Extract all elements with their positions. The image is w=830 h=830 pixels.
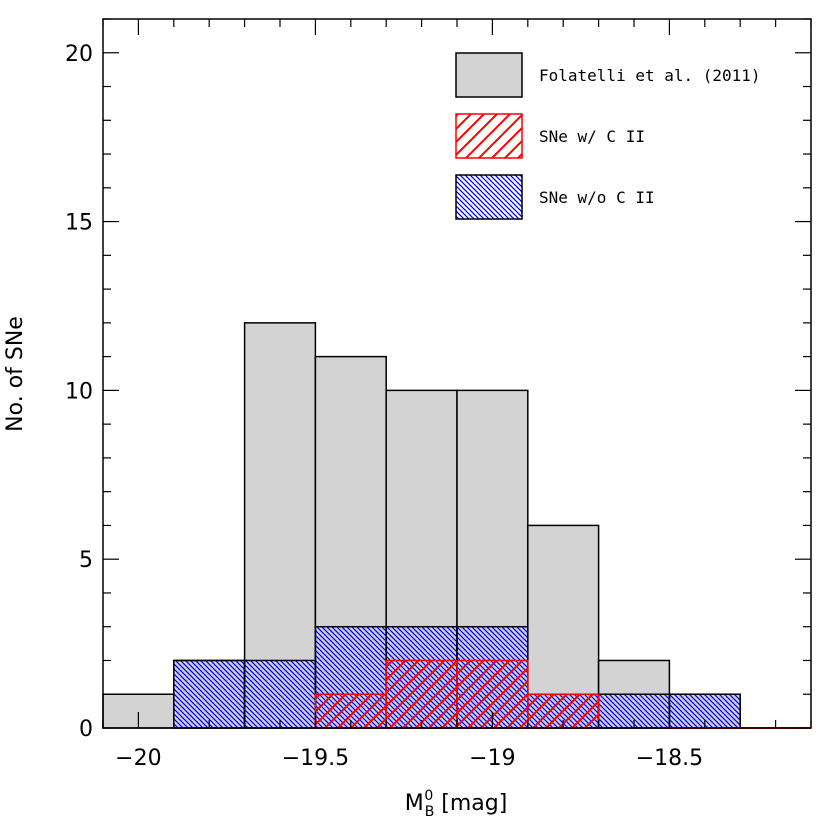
y-tick-label: 5 bbox=[79, 548, 93, 573]
legend-label: SNe w/o C II bbox=[539, 188, 655, 207]
legend-label: Folatelli et al. (2011) bbox=[539, 66, 761, 85]
legend-swatch bbox=[455, 174, 523, 220]
legend: Folatelli et al. (2011) SNe w/ C II SNe w/… bbox=[455, 52, 761, 220]
bar-series-2-bin-4 bbox=[385, 659, 458, 729]
axes: −20 −19.5 −19 −18.5 0 5 10 15 20 bbox=[65, 18, 812, 771]
y-tick-label: 10 bbox=[65, 379, 93, 404]
axis-labels: MB0 [mag] No. of SNe bbox=[3, 316, 507, 820]
legend-swatch bbox=[455, 113, 523, 159]
x-axis-symbol-sub: B bbox=[425, 804, 435, 820]
x-tick-label: −19 bbox=[469, 746, 515, 771]
y-tick-label: 20 bbox=[65, 42, 93, 67]
x-tick-label: −20 bbox=[115, 746, 161, 771]
x-tick-label: −18.5 bbox=[636, 746, 703, 771]
x-axis-unit: [mag] bbox=[441, 791, 507, 816]
x-axis-label: MB0 [mag] bbox=[405, 788, 508, 820]
y-axis-label: No. of SNe bbox=[3, 316, 28, 432]
histogram-bars bbox=[102, 322, 811, 729]
y-tick-label: 15 bbox=[65, 211, 93, 236]
bar-series-1-bin-1 bbox=[173, 659, 246, 729]
x-axis-symbol-sup: 0 bbox=[424, 788, 433, 804]
legend-swatch bbox=[455, 52, 523, 98]
bar-series-1-bin-2 bbox=[243, 659, 317, 729]
legend-label: SNe w/ C II bbox=[539, 127, 645, 146]
y-tick-label: 0 bbox=[79, 717, 93, 742]
x-tick-label: −19.5 bbox=[282, 746, 349, 771]
x-axis-symbol: M bbox=[405, 791, 424, 816]
